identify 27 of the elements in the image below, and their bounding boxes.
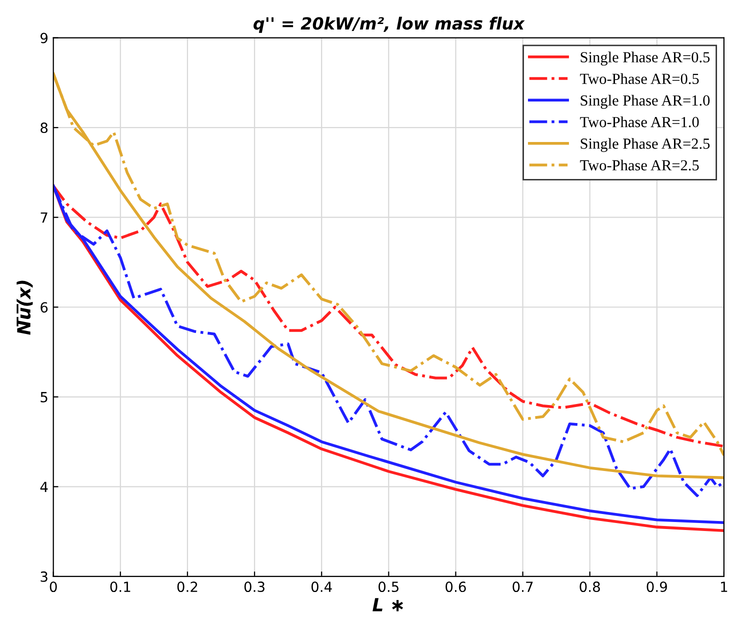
x-tick-label: 0.5 <box>378 582 398 592</box>
x-tick-label: 0.2 <box>177 582 198 592</box>
y-tick-label: 3 <box>40 571 48 582</box>
legend-label: Two-Phase AR=2.5 <box>580 160 699 171</box>
y-tick-label: 9 <box>40 32 48 44</box>
x-tick-label: 0.7 <box>512 582 533 592</box>
legend-label: Two-Phase AR=0.5 <box>580 73 699 84</box>
y-tick-label: 5 <box>40 392 48 402</box>
x-tick-label: 0.8 <box>580 582 600 592</box>
x-tick-label: 0 <box>50 582 57 592</box>
x-tick-label: 1 <box>721 582 728 592</box>
y-tick-label: 7 <box>40 212 48 223</box>
legend-label: Two-Phase AR=1.0 <box>580 116 699 128</box>
legend-label: Single Phase AR=2.5 <box>580 138 710 152</box>
x-tick-label: 0.4 <box>311 582 332 592</box>
x-tick-label: 0.3 <box>244 582 264 592</box>
chart-title: q'' = 20kW/m², low mass flux <box>254 16 525 33</box>
x-tick-label: 0.6 <box>446 582 466 592</box>
x-tick-label: 0.9 <box>646 582 667 592</box>
legend-label: Single Phase AR=0.5 <box>580 52 710 66</box>
y-tick-label: 4 <box>40 482 48 492</box>
y-tick-label: 6 <box>40 302 48 313</box>
x-tick-label: 0.1 <box>110 582 130 592</box>
y-axis-title: N̅u̅(x) <box>16 280 33 335</box>
legend-label: Single Phase AR=1.0 <box>580 94 710 109</box>
y-tick-label: 8 <box>40 122 48 134</box>
x-axis-title: L ∗ <box>372 598 403 612</box>
